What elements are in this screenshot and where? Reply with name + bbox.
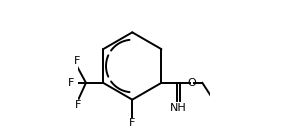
Text: O: O bbox=[187, 78, 196, 88]
Text: F: F bbox=[74, 56, 80, 66]
Text: F: F bbox=[75, 100, 82, 110]
Text: F: F bbox=[68, 78, 75, 88]
Text: NH: NH bbox=[170, 103, 187, 113]
Text: F: F bbox=[129, 118, 135, 128]
